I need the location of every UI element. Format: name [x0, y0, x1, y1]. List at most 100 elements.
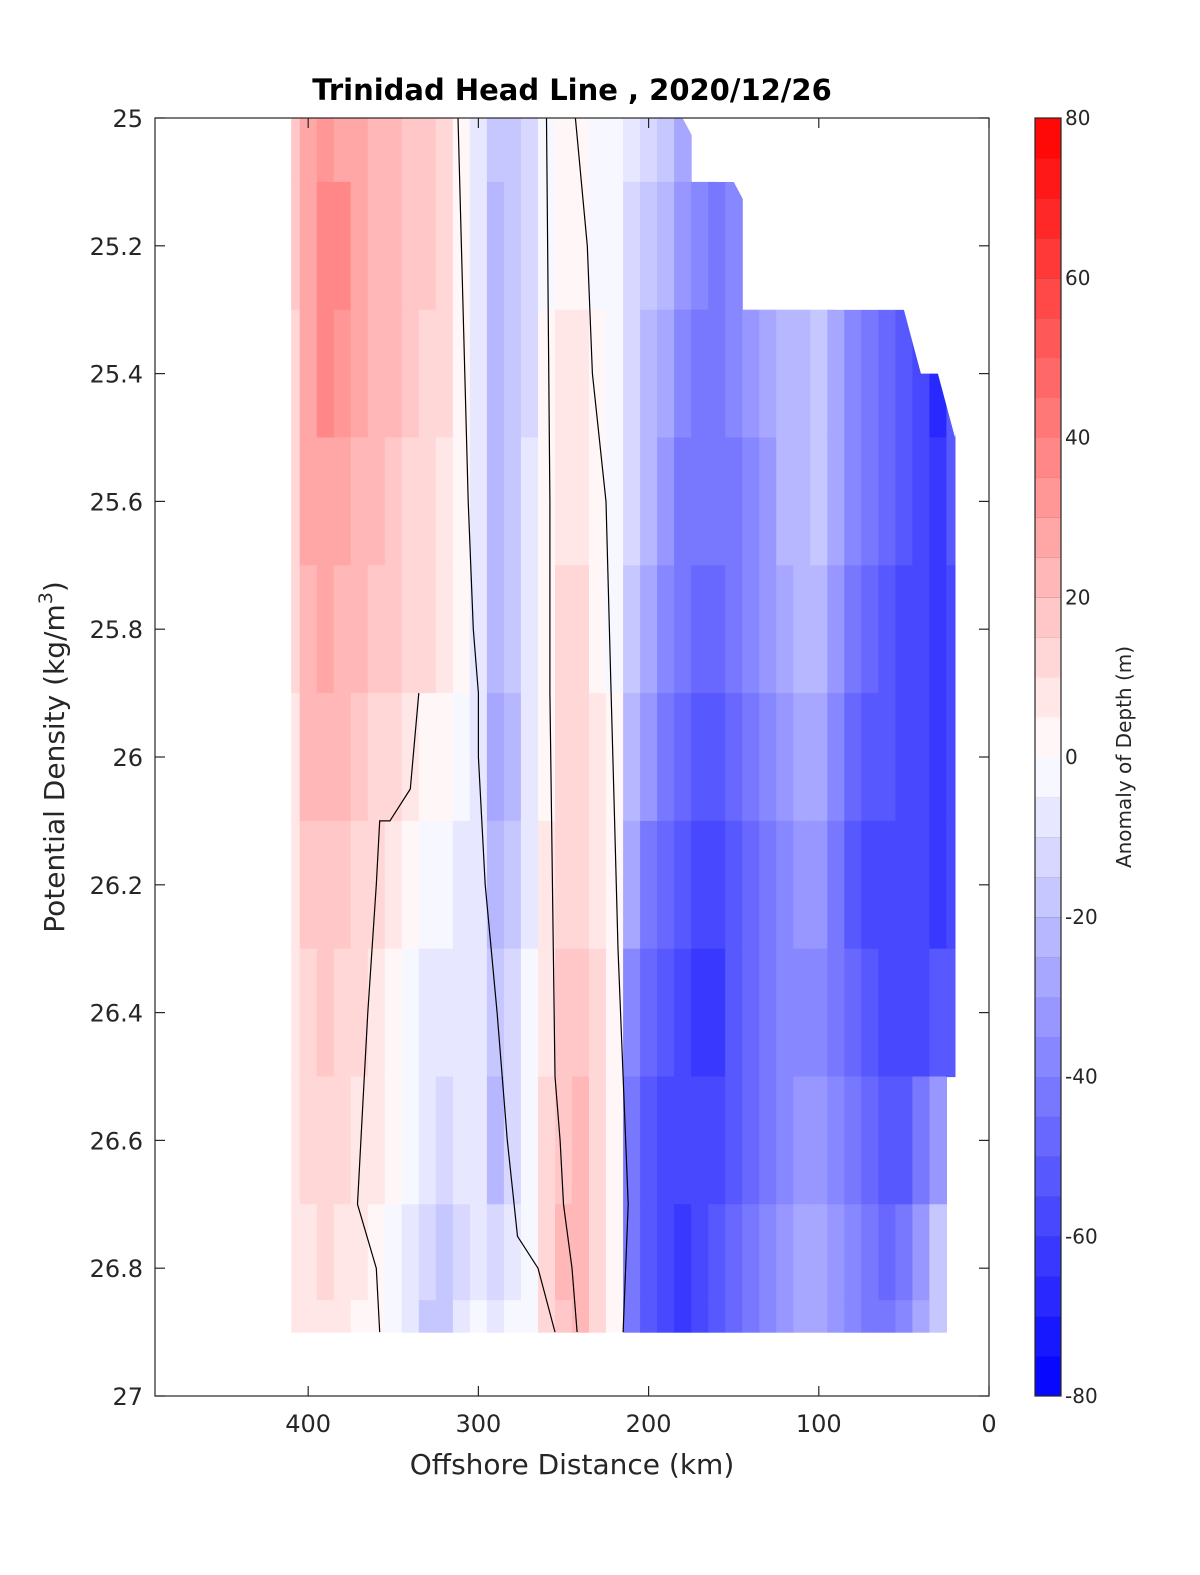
anomaly-cell [520, 309, 539, 439]
anomaly-cell [538, 1204, 556, 1301]
anomaly-cell [725, 948, 743, 1078]
anomaly-cell [452, 1076, 471, 1205]
anomaly-cell [623, 565, 641, 694]
anomaly-cell [708, 820, 726, 950]
anomaly-cell [691, 820, 709, 950]
anomaly-cell [844, 309, 862, 439]
anomaly-cell [367, 1300, 386, 1333]
anomaly-cell [503, 437, 522, 566]
anomaly-cell [367, 118, 386, 183]
no-data-region [682, 118, 989, 438]
anomaly-cell [776, 1076, 794, 1205]
anomaly-cell [291, 118, 301, 183]
anomaly-cell [520, 693, 539, 822]
anomaly-cell [435, 181, 454, 311]
anomaly-cell [384, 820, 403, 950]
anomaly-cell [776, 1204, 794, 1301]
colorbar-segment [1035, 637, 1061, 678]
anomaly-cell [486, 948, 505, 1078]
anomaly-cell [691, 437, 709, 566]
anomaly-cell [589, 181, 607, 311]
y-tick-label: 25.8 [90, 616, 143, 644]
anomaly-cell [946, 565, 956, 694]
colorbar-segment [1035, 157, 1061, 199]
anomaly-cell [776, 820, 794, 950]
anomaly-cell [810, 309, 828, 439]
anomaly-cell [299, 948, 318, 1078]
anomaly-cell [640, 309, 658, 439]
anomaly-cell [742, 565, 760, 694]
anomaly-cell [452, 1204, 471, 1301]
colorbar-segment [1035, 1356, 1061, 1397]
anomaly-cell [810, 1300, 828, 1333]
y-tick-label: 25.2 [90, 233, 143, 261]
anomaly-cell [520, 1204, 539, 1301]
anomaly-cell [333, 1076, 352, 1205]
anomaly-cell [418, 181, 437, 311]
anomaly-cell [827, 1300, 845, 1333]
anomaly-cell [589, 565, 607, 694]
zero-contour-line [545, 118, 578, 1333]
anomaly-cell [589, 1204, 607, 1301]
anomaly-cell [725, 1076, 743, 1205]
anomaly-cell [657, 1076, 675, 1205]
anomaly-cell [384, 309, 403, 439]
anomaly-cell [793, 948, 811, 1078]
anomaly-cell [401, 693, 420, 822]
anomaly-cell [333, 565, 352, 694]
anomaly-cell [895, 948, 913, 1078]
anomaly-cell [572, 565, 590, 694]
anomaly-cell [878, 309, 896, 439]
anomaly-cell [844, 820, 862, 950]
anomaly-cell [946, 437, 956, 566]
anomaly-cell [299, 437, 318, 566]
anomaly-cell [401, 437, 420, 566]
colorbar-segment [1035, 1156, 1061, 1197]
anomaly-cell [418, 437, 437, 566]
anomaly-cell [350, 1300, 369, 1333]
anomaly-cell [435, 309, 454, 439]
y-tick-label: 26.4 [90, 1000, 143, 1028]
anomaly-cell [291, 1300, 301, 1333]
colorbar-segment [1035, 916, 1061, 958]
anomaly-cell [401, 820, 420, 950]
anomaly-cell [435, 948, 454, 1078]
anomaly-cell [316, 309, 335, 439]
anomaly-cell [572, 437, 590, 566]
anomaly-cell [538, 948, 556, 1078]
anomaly-cell [401, 181, 420, 311]
anomaly-cell [520, 948, 539, 1078]
anomaly-cell [946, 820, 956, 950]
anomaly-cell [316, 565, 335, 694]
y-tick-label: 26 [112, 744, 143, 772]
colorbar-tick-label: 0 [1065, 745, 1078, 769]
anomaly-cell [299, 181, 318, 311]
anomaly-cell [895, 565, 913, 694]
colorbar-segment [1035, 1196, 1061, 1237]
anomaly-cell [555, 1204, 573, 1301]
anomaly-cell [793, 437, 811, 566]
anomaly-cell [827, 693, 845, 822]
anomaly-cell [878, 820, 896, 950]
anomaly-cell [759, 1204, 777, 1301]
anomaly-cell [291, 1076, 301, 1205]
anomaly-cell [861, 1300, 879, 1333]
anomaly-cell [418, 565, 437, 694]
anomaly-cell [572, 1076, 590, 1205]
anomaly-cell [623, 820, 641, 950]
anomaly-cell [929, 948, 947, 1078]
colorbar-segment [1035, 996, 1061, 1037]
anomaly-cell [708, 309, 726, 439]
anomaly-cell [861, 1204, 879, 1301]
anomaly-cell [538, 1300, 556, 1333]
anomaly-cell [350, 118, 369, 183]
anomaly-cell [674, 1076, 692, 1205]
anomaly-cell [606, 118, 624, 183]
anomaly-cell [776, 437, 794, 566]
anomaly-cell [623, 693, 641, 822]
colorbar-segment [1035, 717, 1061, 758]
anomaly-cell [384, 1204, 403, 1301]
anomaly-cell [776, 309, 794, 439]
anomaly-cell [299, 1204, 318, 1301]
y-axis-title-main: Potential Density (kg/m [38, 604, 71, 933]
